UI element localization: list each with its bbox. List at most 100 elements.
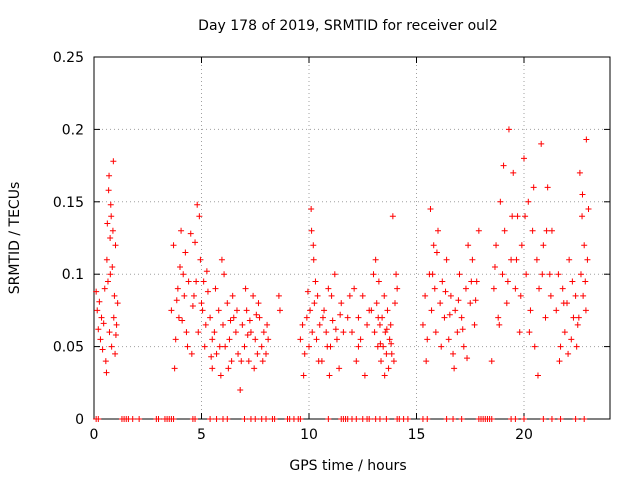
data-point (250, 292, 257, 299)
data-point (172, 336, 179, 343)
data-point (529, 227, 536, 234)
data-point (428, 307, 435, 314)
data-point (136, 416, 143, 422)
data-point (346, 292, 353, 299)
data-point (383, 416, 390, 422)
data-point (212, 285, 219, 292)
data-point (546, 271, 553, 278)
data-point (271, 416, 278, 422)
data-point (574, 321, 581, 328)
data-point (373, 300, 380, 307)
data-point (380, 343, 387, 350)
data-point (512, 416, 519, 422)
data-point (381, 372, 388, 379)
data-point (575, 314, 582, 321)
data-point (510, 169, 517, 176)
data-point (189, 303, 196, 310)
data-point (419, 321, 426, 328)
data-point (462, 285, 469, 292)
data-point (306, 343, 312, 350)
data-point (464, 355, 471, 362)
data-point (383, 350, 390, 357)
data-point (582, 278, 589, 285)
data-point (518, 242, 525, 249)
data-point (200, 278, 207, 285)
x-tick-label: 15 (408, 427, 426, 443)
data-point (522, 213, 529, 220)
data-point (170, 242, 177, 249)
data-point (570, 314, 577, 321)
data-point (469, 256, 476, 263)
data-point (224, 416, 231, 422)
data-point (433, 249, 440, 256)
data-point (100, 320, 107, 327)
data-point (430, 242, 437, 249)
data-point (572, 292, 579, 299)
data-point (110, 158, 117, 165)
data-point (246, 317, 253, 324)
data-point (108, 343, 115, 350)
data-point (187, 230, 194, 237)
data-point (429, 271, 436, 278)
data-point (260, 329, 267, 336)
data-point (431, 285, 438, 292)
data-point (328, 292, 335, 299)
data-point (297, 336, 304, 343)
data-point (501, 227, 508, 234)
data-point (98, 314, 105, 321)
data-point (443, 416, 450, 422)
data-point (229, 292, 236, 299)
data-point (355, 314, 362, 321)
data-point (103, 256, 110, 263)
data-point (213, 350, 220, 357)
data-point (371, 329, 378, 336)
data-point (439, 278, 446, 285)
data-point (447, 292, 454, 299)
data-point (332, 326, 339, 333)
data-point (107, 271, 114, 278)
data-point (183, 329, 190, 336)
data-point (488, 358, 495, 365)
x-tick-label: 0 (90, 427, 99, 443)
x-axis-label: GPS time / hours (289, 458, 406, 474)
data-point (110, 314, 117, 321)
data-point (108, 213, 115, 220)
data-point (299, 321, 306, 328)
data-point (308, 206, 315, 213)
data-point (437, 300, 444, 307)
data-point (319, 314, 326, 321)
data-point (338, 300, 345, 307)
data-point (256, 314, 263, 321)
data-point (351, 285, 358, 292)
data-point (500, 162, 507, 169)
data-point (112, 350, 119, 357)
data-point (455, 297, 462, 304)
data-point (372, 256, 379, 263)
data-point (175, 314, 182, 321)
data-point (179, 317, 186, 324)
data-point (314, 292, 321, 299)
data-point (300, 372, 307, 379)
data-point (353, 416, 360, 422)
data-point (581, 242, 588, 249)
data-point (213, 416, 220, 422)
data-point (106, 329, 113, 336)
data-point (525, 198, 532, 205)
data-point (579, 213, 586, 220)
data-point (491, 263, 498, 270)
data-point (471, 321, 478, 328)
data-point (114, 300, 121, 307)
plot-frame (93, 56, 611, 420)
data-point (468, 278, 475, 285)
data-point (312, 278, 319, 285)
data-point (325, 416, 332, 422)
data-point (536, 285, 543, 292)
data-point (95, 326, 102, 333)
data-point (241, 416, 248, 422)
y-axis-label: SRMTID / TECUs (7, 182, 23, 295)
data-point (102, 358, 109, 365)
data-points (93, 126, 592, 422)
data-point (443, 256, 450, 263)
data-point (193, 278, 200, 285)
data-point (467, 300, 474, 307)
